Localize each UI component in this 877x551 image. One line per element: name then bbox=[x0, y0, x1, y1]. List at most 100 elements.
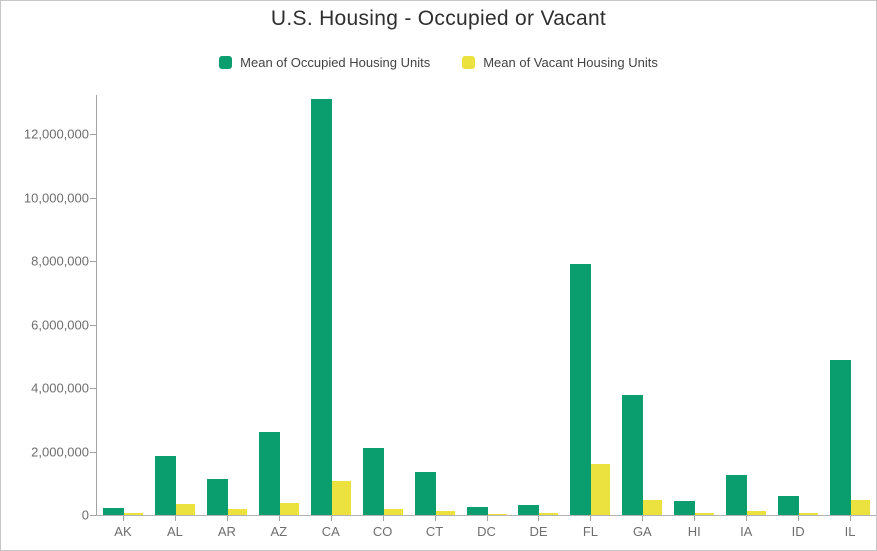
bar-occupied-HI[interactable] bbox=[674, 501, 696, 515]
x-tick-mark bbox=[642, 516, 643, 521]
bar-occupied-AR[interactable] bbox=[206, 479, 228, 515]
bar-vacant-FL[interactable] bbox=[591, 464, 611, 515]
bar-occupied-CT[interactable] bbox=[414, 472, 436, 515]
bar-vacant-AR[interactable] bbox=[227, 509, 247, 515]
bar-vacant-ID[interactable] bbox=[799, 513, 819, 515]
bar-occupied-AL[interactable] bbox=[154, 456, 176, 515]
bar-group-AK bbox=[97, 95, 149, 515]
y-tick-label: 2,000,000 bbox=[31, 444, 89, 459]
y-tick-label: 12,000,000 bbox=[23, 126, 89, 142]
y-tick-label: 6,000,000 bbox=[31, 317, 89, 333]
y-tick-label: 10,000,000 bbox=[23, 190, 89, 206]
bar-vacant-CA[interactable] bbox=[331, 481, 351, 515]
legend-item-occupied[interactable]: Mean of Occupied Housing Units bbox=[219, 55, 430, 70]
bar-group-AL bbox=[149, 95, 201, 515]
bar-group-DE bbox=[513, 95, 565, 515]
x-tick-mark bbox=[175, 516, 176, 521]
bar-group-AR bbox=[201, 95, 253, 515]
bar-occupied-DC[interactable] bbox=[466, 507, 488, 515]
y-tick-mark bbox=[90, 325, 96, 326]
x-axis-label-IA: IA bbox=[740, 524, 753, 539]
x-tick-mark bbox=[435, 516, 436, 521]
bar-group-FL bbox=[564, 95, 616, 515]
occupied-swatch-icon bbox=[219, 56, 233, 69]
x-axis-label-CT: CT bbox=[425, 524, 444, 539]
y-tick-mark bbox=[90, 198, 96, 199]
bar-vacant-CO[interactable] bbox=[383, 509, 403, 515]
bar-group-GA bbox=[616, 95, 668, 515]
y-tick-label: 0 bbox=[81, 507, 89, 523]
bar-group-IL bbox=[824, 95, 876, 515]
x-axis-label-AR: AR bbox=[217, 524, 236, 539]
x-tick-mark bbox=[694, 516, 695, 521]
x-tick-mark bbox=[383, 516, 384, 521]
x-axis-label-HI: HI bbox=[687, 524, 701, 539]
x-tick-mark bbox=[746, 516, 747, 521]
x-tick-mark bbox=[850, 516, 851, 521]
bar-vacant-IL[interactable] bbox=[851, 500, 871, 515]
x-axis-label-CA: CA bbox=[321, 524, 340, 539]
bar-occupied-AK[interactable] bbox=[102, 508, 124, 515]
bar-occupied-GA[interactable] bbox=[622, 395, 644, 515]
y-tick-label: 8,000,000 bbox=[31, 253, 89, 269]
y-tick-mark bbox=[90, 388, 96, 389]
x-axis-label-AL: AL bbox=[166, 524, 183, 539]
bar-group-CO bbox=[357, 95, 409, 515]
x-axis-labels: AK AL AR AZ CA CO CT DC DE FL GA HI IA ID IL bbox=[97, 524, 876, 539]
y-axis-line bbox=[96, 95, 97, 516]
bar-occupied-IA[interactable] bbox=[726, 475, 748, 515]
bar-group-ID bbox=[772, 95, 824, 515]
bar-vacant-AK[interactable] bbox=[123, 513, 143, 515]
x-axis-label-GA: GA bbox=[632, 524, 652, 539]
bar-group-AZ bbox=[253, 95, 305, 515]
y-tick-mark bbox=[90, 515, 96, 516]
x-axis-label-AZ: AZ bbox=[270, 524, 288, 539]
bar-group-CA bbox=[305, 95, 357, 515]
y-tick-mark bbox=[90, 261, 96, 262]
bar-occupied-CA[interactable] bbox=[310, 99, 332, 515]
x-axis-line bbox=[96, 515, 876, 516]
legend-label-vacant: Mean of Vacant Housing Units bbox=[483, 55, 658, 70]
x-axis-label-DE: DE bbox=[529, 524, 548, 539]
y-tick-mark bbox=[90, 452, 96, 453]
bars-container bbox=[97, 95, 876, 515]
bar-vacant-DC[interactable] bbox=[487, 514, 507, 515]
plot-area bbox=[90, 95, 876, 521]
x-axis-label-AK: AK bbox=[114, 524, 132, 539]
bar-occupied-DE[interactable] bbox=[518, 505, 540, 515]
x-tick-mark bbox=[279, 516, 280, 521]
bar-group-HI bbox=[668, 95, 720, 515]
bar-occupied-AZ[interactable] bbox=[258, 432, 280, 515]
bar-vacant-AZ[interactable] bbox=[279, 503, 299, 515]
bar-vacant-CT[interactable] bbox=[435, 511, 455, 515]
x-tick-mark bbox=[538, 516, 539, 521]
x-tick-mark bbox=[590, 516, 591, 521]
bar-vacant-AL[interactable] bbox=[175, 504, 195, 515]
legend: Mean of Occupied Housing Units Mean of V… bbox=[1, 55, 876, 70]
x-axis-label-CO: CO bbox=[372, 524, 393, 539]
bar-occupied-FL[interactable] bbox=[570, 264, 592, 515]
x-tick-mark bbox=[227, 516, 228, 521]
legend-item-vacant[interactable]: Mean of Vacant Housing Units bbox=[462, 55, 658, 70]
x-axis-label-FL: FL bbox=[582, 524, 598, 539]
bar-vacant-DE[interactable] bbox=[539, 513, 559, 515]
bar-group-CT bbox=[409, 95, 461, 515]
bar-vacant-GA[interactable] bbox=[643, 500, 663, 515]
vacant-swatch-icon bbox=[462, 56, 476, 69]
bar-occupied-ID[interactable] bbox=[778, 496, 800, 515]
x-axis-label-ID: ID bbox=[791, 524, 805, 539]
y-axis-labels: 0 2,000,000 4,000,000 6,000,000 8,000,000 10,… bbox=[1, 95, 89, 523]
bar-occupied-CO[interactable] bbox=[362, 448, 384, 515]
bar-group-IA bbox=[720, 95, 772, 515]
bar-vacant-IA[interactable] bbox=[747, 511, 767, 515]
x-axis-label-IL: IL bbox=[844, 524, 856, 539]
bar-vacant-HI[interactable] bbox=[695, 513, 715, 515]
x-axis-label-DC: DC bbox=[477, 524, 496, 539]
y-tick-mark bbox=[90, 134, 96, 135]
y-tick-label: 4,000,000 bbox=[31, 380, 89, 396]
x-tick-mark bbox=[798, 516, 799, 521]
chart-title: U.S. Housing - Occupied or Vacant bbox=[270, 7, 607, 30]
legend-label-occupied: Mean of Occupied Housing Units bbox=[240, 55, 431, 70]
bar-occupied-IL[interactable] bbox=[830, 360, 852, 515]
